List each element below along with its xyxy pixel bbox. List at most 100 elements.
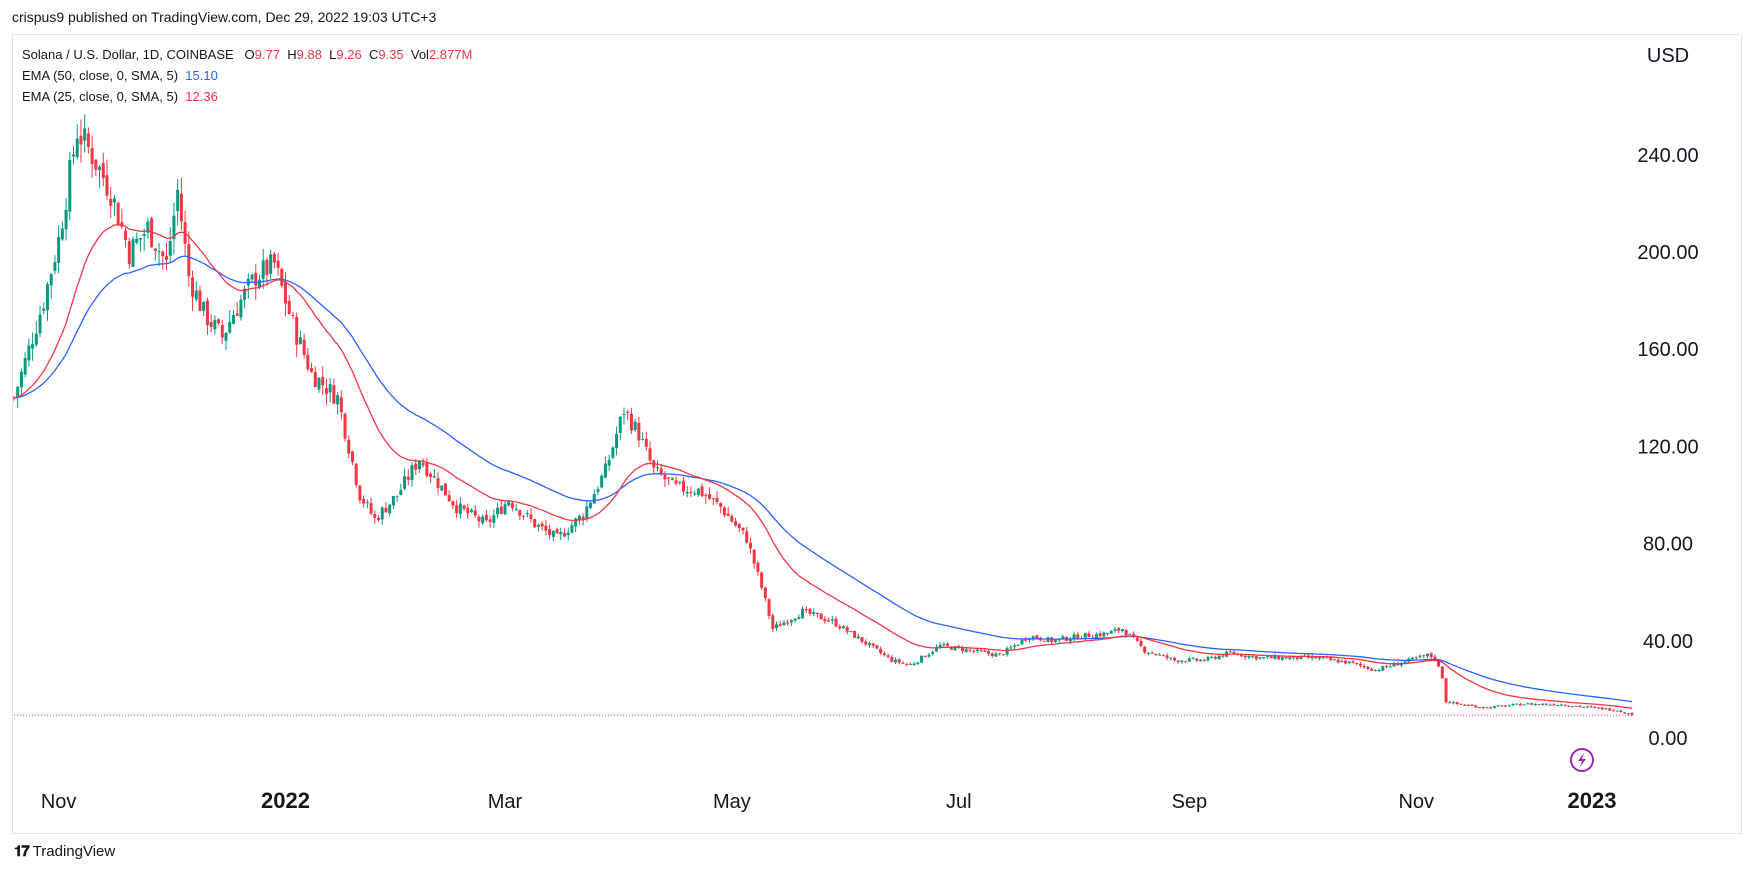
candle-body xyxy=(1611,710,1615,712)
candle-body xyxy=(1466,704,1470,706)
candle-body xyxy=(1552,704,1556,706)
candle-body xyxy=(1425,653,1429,657)
tradingview-footer[interactable]: 𝟏𝟕 TradingView xyxy=(14,843,115,860)
candle-body xyxy=(1489,707,1493,709)
candle-body xyxy=(641,438,645,440)
candle-body xyxy=(1139,640,1143,647)
candle-body xyxy=(782,622,786,626)
candle-body xyxy=(287,300,291,314)
candle-body xyxy=(1161,655,1165,657)
candle-body xyxy=(1463,704,1467,706)
brand-name: TradingView xyxy=(32,843,116,860)
candle-body xyxy=(1016,644,1020,646)
candle-body xyxy=(224,332,228,341)
candle-body xyxy=(1533,704,1537,706)
candle-body xyxy=(380,507,384,520)
candle-body xyxy=(522,515,526,517)
candle-body xyxy=(678,481,682,483)
candle-body xyxy=(86,133,90,147)
candle-body xyxy=(72,154,76,157)
candle-body xyxy=(693,493,697,495)
price-tick-label: 40.00 xyxy=(1643,631,1693,653)
candle-body xyxy=(198,290,202,311)
low-value: 9.26 xyxy=(336,47,362,62)
ema50-row: EMA (50, close, 0, SMA, 5) 15.10 xyxy=(22,65,472,86)
candle-body xyxy=(79,135,83,145)
candle-body xyxy=(618,416,622,434)
candle-body xyxy=(377,517,381,521)
candle-body xyxy=(711,498,715,500)
candle-body xyxy=(1210,656,1214,658)
candle-body xyxy=(157,251,161,253)
candle-body xyxy=(1050,637,1054,643)
candle-body xyxy=(1262,657,1266,659)
candle-body xyxy=(488,519,492,522)
candle-body xyxy=(131,239,135,267)
candle-body xyxy=(570,525,574,533)
candle-body xyxy=(1582,706,1586,708)
candle-body xyxy=(1433,656,1437,660)
candle-body xyxy=(1273,655,1277,659)
candle-body xyxy=(339,397,343,413)
candle-body xyxy=(1254,655,1258,660)
candle-body xyxy=(269,254,273,274)
candle-body xyxy=(1295,656,1299,659)
candle-body xyxy=(972,650,976,652)
candle-body xyxy=(83,128,87,141)
time-tick-label: Nov xyxy=(41,791,77,813)
candle-body xyxy=(1403,661,1407,664)
candle-body xyxy=(804,609,808,611)
candle-body xyxy=(19,371,23,388)
candle-body xyxy=(525,513,529,515)
candle-body xyxy=(745,531,749,543)
candle-body xyxy=(369,503,373,514)
candle-body xyxy=(1477,707,1481,709)
candle-body xyxy=(116,202,120,226)
candle-body xyxy=(544,525,548,531)
candle-body xyxy=(1567,705,1571,707)
candle-body xyxy=(272,253,276,263)
candle-body xyxy=(496,507,500,515)
candle-body xyxy=(298,337,302,344)
candle-body xyxy=(470,509,474,512)
candle-body xyxy=(1593,707,1597,709)
candle-body xyxy=(760,572,764,588)
time-tick-label: May xyxy=(713,791,751,813)
candle-body xyxy=(1548,704,1552,706)
candle-body xyxy=(1031,636,1035,640)
candle-body xyxy=(395,495,399,497)
ema50-value: 15.10 xyxy=(185,68,218,83)
candle-body xyxy=(562,533,566,537)
candle-body xyxy=(1199,659,1203,662)
candle-body xyxy=(1451,702,1455,704)
candle-body xyxy=(644,438,648,447)
candle-body xyxy=(455,505,459,514)
candle-body xyxy=(358,485,362,501)
candle-body xyxy=(812,611,816,614)
open-value: 9.77 xyxy=(254,47,280,62)
candle-body xyxy=(447,495,451,502)
candle-body xyxy=(1619,710,1623,713)
ema-layer xyxy=(13,224,1633,709)
candle-body xyxy=(1444,678,1448,703)
candle-body xyxy=(191,277,195,297)
candle-body xyxy=(1385,665,1389,667)
candle-body xyxy=(484,514,488,521)
candle-body xyxy=(310,368,314,372)
candle-body xyxy=(109,198,113,206)
candle-body xyxy=(1418,655,1422,658)
candle-body xyxy=(540,523,544,527)
candle-body xyxy=(916,662,920,664)
candle-body xyxy=(1574,705,1578,707)
candle-body xyxy=(1608,708,1612,711)
candle-body xyxy=(827,620,831,622)
candle-body xyxy=(819,613,823,620)
candle-body xyxy=(1340,660,1344,663)
candle-body xyxy=(700,486,704,497)
candle-body xyxy=(879,648,883,653)
lightning-icon[interactable] xyxy=(1570,748,1594,772)
candle-body xyxy=(1243,655,1247,658)
candle-body xyxy=(912,663,916,666)
candle-body xyxy=(231,315,235,324)
